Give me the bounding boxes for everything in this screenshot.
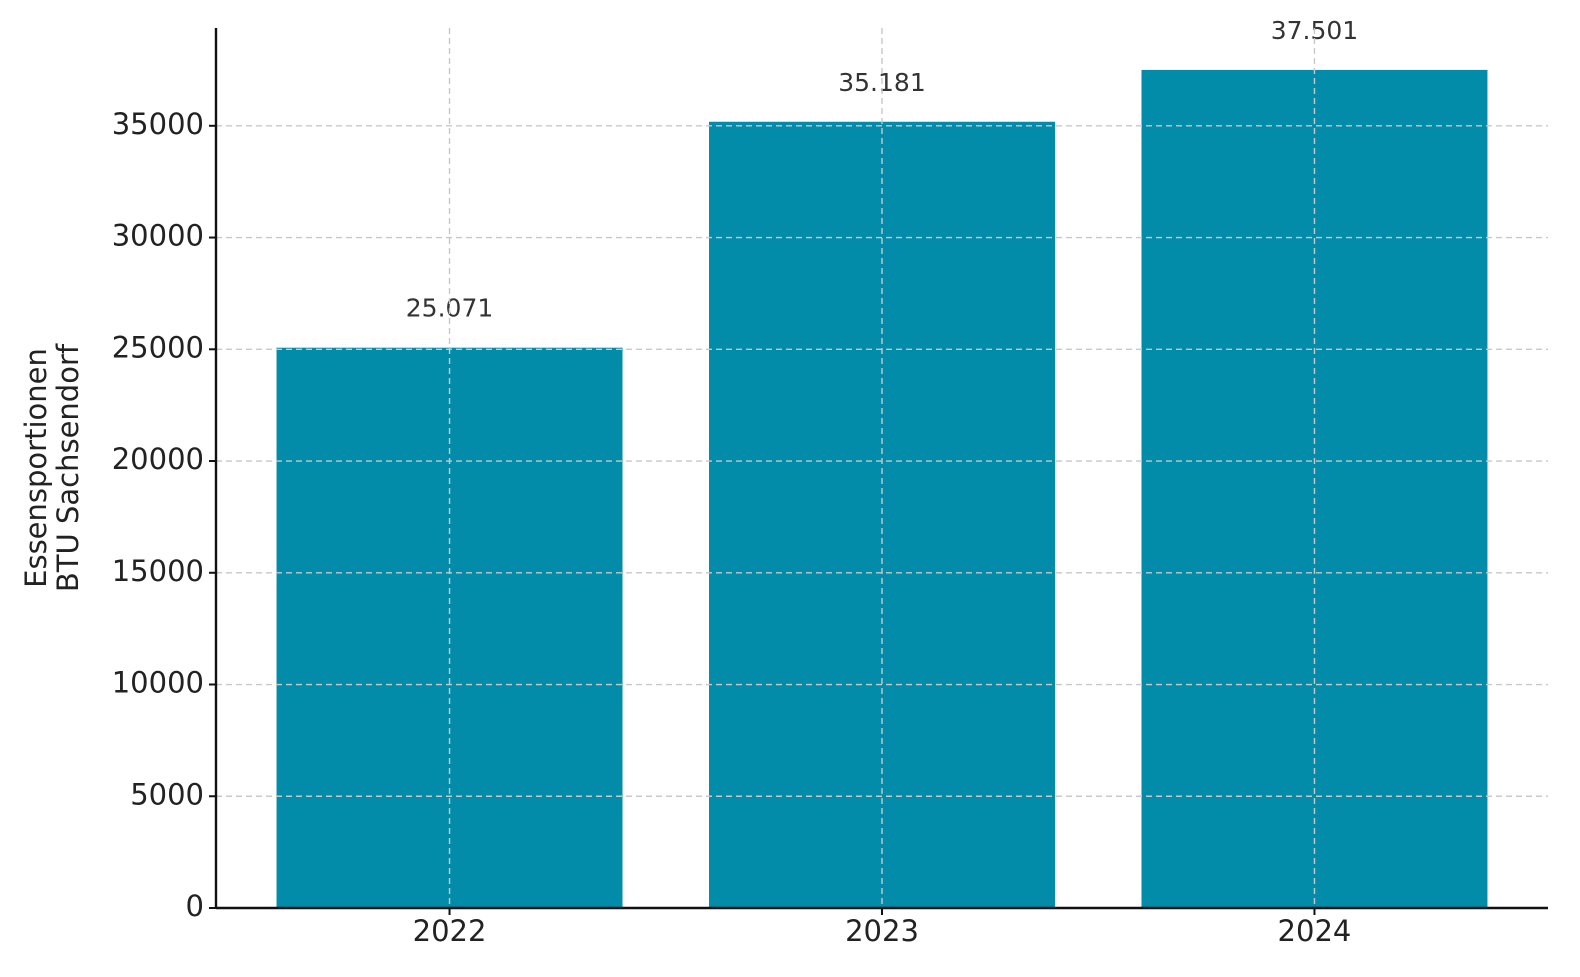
y-tick-label: 5000 [130, 777, 204, 811]
y-tick-label: 15000 [112, 554, 204, 588]
y-axis-label: Essensportionen [19, 348, 53, 588]
y-tick-label: 0 [186, 889, 204, 923]
y-tick-label: 30000 [112, 219, 204, 253]
y-axis-label: BTU Sachsendorf [51, 343, 85, 592]
y-tick-label: 25000 [112, 330, 204, 364]
x-tick-label: 2023 [845, 914, 919, 948]
x-tick-label: 2024 [1278, 914, 1352, 948]
y-tick-label: 35000 [112, 107, 204, 141]
y-tick-label: 10000 [112, 666, 204, 700]
y-tick-label: 20000 [112, 442, 204, 476]
x-tick-label: 2022 [413, 914, 487, 948]
